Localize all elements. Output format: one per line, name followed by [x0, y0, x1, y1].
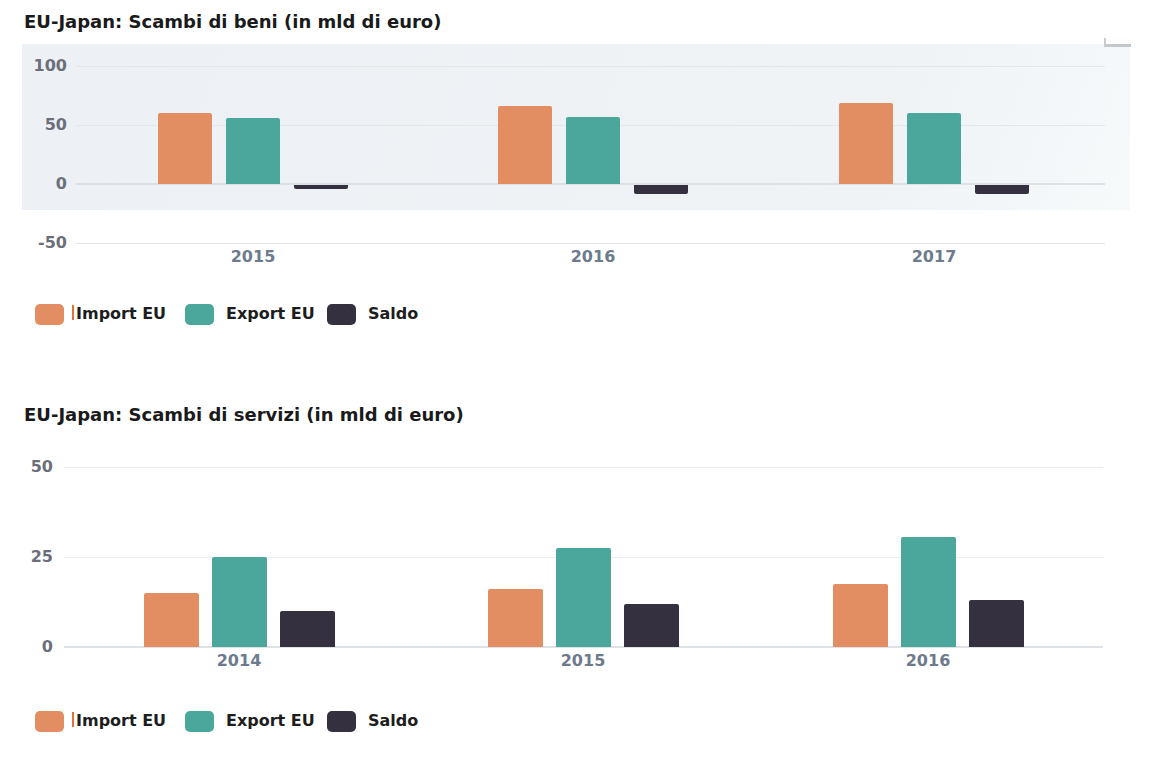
bar-import-eu-2017[interactable] — [839, 103, 893, 184]
legend-label-export-eu: Export EU — [226, 710, 315, 732]
x-tick-label-2014: 2014 — [194, 651, 284, 671]
chart-title-servizi: EU-Japan: Scambi di servizi (in mld di e… — [24, 404, 464, 425]
bar-import-eu-2014[interactable] — [144, 593, 199, 647]
legend-label-export-eu: Export EU — [226, 303, 315, 325]
x-tick-label-2015: 2015 — [208, 247, 298, 267]
bar-export-eu-2017[interactable] — [907, 113, 961, 184]
bar-saldo-2017[interactable] — [975, 185, 1029, 194]
chart-title-beni: EU-Japan: Scambi di beni (in mld di euro… — [24, 11, 441, 32]
y-tick-label: 100 — [7, 56, 67, 76]
bar-saldo-2016[interactable] — [969, 600, 1024, 647]
x-tick-label-2017: 2017 — [889, 247, 979, 267]
legend-swatch-import-eu — [35, 711, 64, 732]
legend-label-import-eu: Import EU — [76, 710, 166, 732]
legend-label-saldo: Saldo — [368, 710, 418, 732]
legend-label-import-eu: Import EU — [76, 303, 166, 325]
panel-corner-widget-artifact — [1104, 38, 1131, 47]
y-tick-label: 0 — [7, 174, 67, 194]
legend-item-saldo[interactable]: Saldo — [327, 710, 418, 732]
bar-export-eu-2014[interactable] — [212, 557, 267, 647]
bar-export-eu-2016[interactable] — [566, 117, 620, 184]
legend-swatch-export-eu — [185, 304, 214, 325]
legend-item-export-eu[interactable]: Export EU — [185, 303, 315, 325]
bar-saldo-2015[interactable] — [294, 185, 348, 189]
bar-import-eu-2015[interactable] — [488, 589, 543, 647]
y-tick-label: -50 — [7, 233, 67, 253]
y-tick-label: 50 — [0, 457, 53, 477]
legend-swatch-saldo — [327, 711, 356, 732]
legend-item-saldo[interactable]: Saldo — [327, 303, 418, 325]
x-tick-label-2016: 2016 — [548, 247, 638, 267]
legend-item-import-eu[interactable]: Import EU — [35, 710, 166, 732]
legend-swatch-saldo — [327, 304, 356, 325]
gridline — [76, 66, 1105, 67]
gridline — [76, 243, 1105, 244]
text-cursor-artifact — [72, 712, 74, 727]
bar-export-eu-2015[interactable] — [556, 548, 611, 647]
bar-import-eu-2016[interactable] — [498, 106, 552, 184]
bar-export-eu-2015[interactable] — [226, 118, 280, 184]
bar-saldo-2016[interactable] — [634, 185, 688, 194]
bar-saldo-2015[interactable] — [624, 604, 679, 647]
bar-import-eu-2015[interactable] — [158, 113, 212, 184]
text-cursor-artifact — [72, 305, 74, 320]
legend-item-import-eu[interactable]: Import EU — [35, 303, 166, 325]
page: EU-Japan: Scambi di beni (in mld di euro… — [0, 0, 1162, 760]
legend-swatch-import-eu — [35, 304, 64, 325]
legend-swatch-export-eu — [185, 711, 214, 732]
x-tick-label-2015: 2015 — [538, 651, 628, 671]
bar-saldo-2014[interactable] — [280, 611, 335, 647]
bar-import-eu-2016[interactable] — [833, 584, 888, 647]
y-tick-label: 50 — [7, 115, 67, 135]
y-tick-label: 0 — [0, 637, 53, 657]
gridline — [64, 467, 1103, 468]
legend-item-export-eu[interactable]: Export EU — [185, 710, 315, 732]
x-tick-label-2016: 2016 — [883, 651, 973, 671]
legend-label-saldo: Saldo — [368, 303, 418, 325]
y-tick-label: 25 — [0, 547, 53, 567]
bar-export-eu-2016[interactable] — [901, 537, 956, 647]
